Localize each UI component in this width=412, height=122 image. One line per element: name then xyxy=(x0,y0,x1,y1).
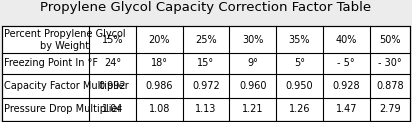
Text: 0.960: 0.960 xyxy=(239,81,267,91)
Text: 9°: 9° xyxy=(247,58,258,68)
Text: 0.950: 0.950 xyxy=(286,81,313,91)
Text: 25%: 25% xyxy=(195,35,217,45)
Text: 15°: 15° xyxy=(197,58,215,68)
Text: 1.08: 1.08 xyxy=(149,104,170,114)
Text: 0.928: 0.928 xyxy=(332,81,360,91)
Text: 50%: 50% xyxy=(379,35,400,45)
Text: 30%: 30% xyxy=(242,35,263,45)
Text: 0.986: 0.986 xyxy=(145,81,173,91)
Text: - 30°: - 30° xyxy=(378,58,402,68)
Text: Capacity Factor Multiplier: Capacity Factor Multiplier xyxy=(4,81,129,91)
Text: Freezing Point In °F: Freezing Point In °F xyxy=(4,58,98,68)
Text: 1.26: 1.26 xyxy=(289,104,310,114)
Text: 1.21: 1.21 xyxy=(242,104,264,114)
Text: 15%: 15% xyxy=(102,35,123,45)
Text: 1.04: 1.04 xyxy=(102,104,123,114)
Text: - 5°: - 5° xyxy=(337,58,355,68)
Text: Propylene Glycol Capacity Correction Factor Table: Propylene Glycol Capacity Correction Fac… xyxy=(40,1,372,14)
Text: Pressure Drop Multiplier: Pressure Drop Multiplier xyxy=(4,104,121,114)
Text: 24°: 24° xyxy=(104,58,121,68)
Text: 0.992: 0.992 xyxy=(99,81,126,91)
Text: 0.972: 0.972 xyxy=(192,81,220,91)
Text: 1.47: 1.47 xyxy=(335,104,357,114)
Text: Percent Propylene Glycol
by Weight: Percent Propylene Glycol by Weight xyxy=(4,29,125,51)
Text: 2.79: 2.79 xyxy=(379,104,400,114)
Text: 18°: 18° xyxy=(151,58,168,68)
Text: 40%: 40% xyxy=(335,35,357,45)
Text: 0.878: 0.878 xyxy=(376,81,404,91)
Text: 20%: 20% xyxy=(148,35,170,45)
Bar xyxy=(2,26,410,121)
Text: 5°: 5° xyxy=(294,58,305,68)
Text: 35%: 35% xyxy=(289,35,310,45)
Text: 1.13: 1.13 xyxy=(195,104,217,114)
